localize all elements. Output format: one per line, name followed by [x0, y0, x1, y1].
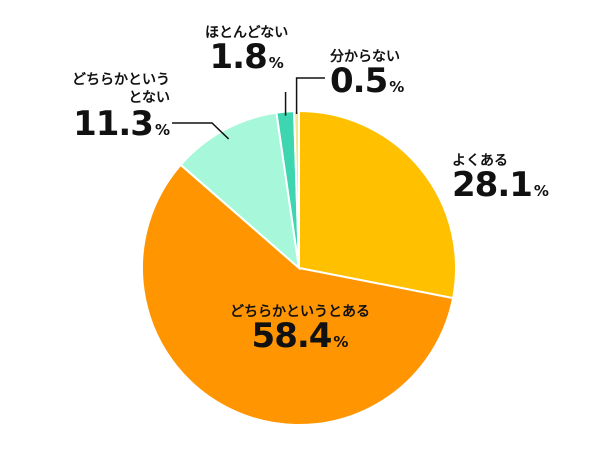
percent-unit: % — [389, 78, 405, 96]
pie-slice-0 — [298, 109, 457, 300]
percent-unit: % — [333, 333, 349, 351]
slice-label: どちらかというとある — [230, 304, 370, 320]
percent-unit: % — [268, 54, 284, 72]
label-hotondo-nai: ほとんどない 1.8% — [205, 26, 288, 74]
slice-label: よくある — [452, 153, 508, 169]
percent-unit: % — [154, 121, 170, 139]
leader-line-wakaranai — [295, 77, 325, 115]
slice-value: 0.5 — [330, 61, 388, 101]
label-dochiraka-nai: どちらかというとない 11.3% — [60, 72, 170, 141]
slice-value: 58.4 — [251, 316, 333, 356]
slice-label: ほとんどない — [205, 25, 289, 41]
slice-label: どちらかというとない — [72, 72, 170, 106]
pie-slice-1 — [141, 163, 455, 426]
slice-label: 分からない — [330, 49, 400, 65]
slice-value: 11.3 — [73, 104, 154, 144]
label-dochiraka-aru: どちらかというとある 58.4% — [230, 305, 370, 353]
percent-unit: % — [533, 182, 549, 200]
slice-value: 28.1 — [452, 165, 533, 205]
pie-slice-2 — [179, 111, 301, 271]
label-yoku-aru: よくある 28.1% — [452, 154, 549, 202]
slice-value: 1.8 — [209, 37, 268, 77]
label-wakaranai: 分からない 0.5% — [330, 50, 404, 98]
leader-line-dochiraka-nai — [172, 122, 230, 140]
